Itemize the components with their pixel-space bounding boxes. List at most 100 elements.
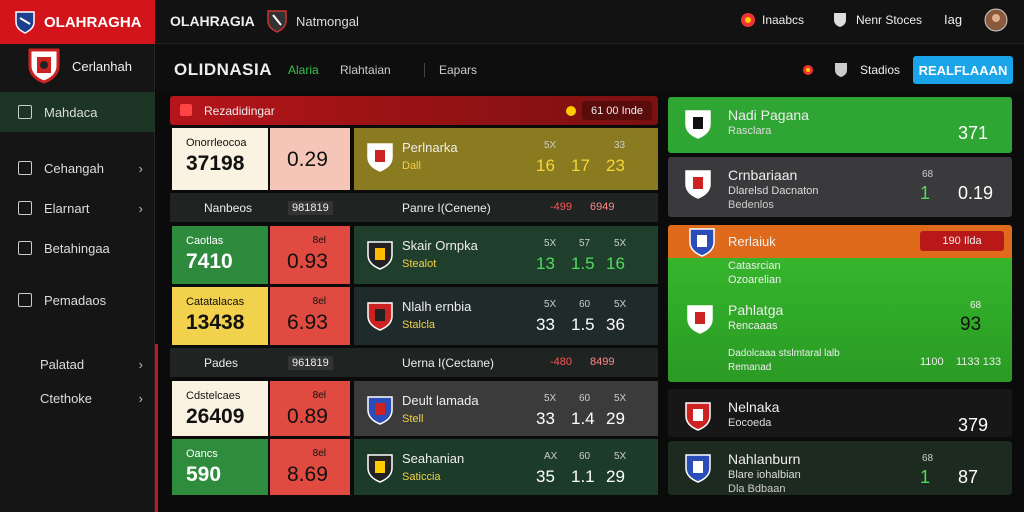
link-icon bbox=[741, 13, 755, 27]
team-logo bbox=[367, 143, 393, 172]
featured-header[interactable]: Rerlaiuk 190 Ilda bbox=[668, 225, 1012, 258]
stat-top: 68 bbox=[922, 169, 934, 180]
team-logo bbox=[687, 305, 713, 334]
link-text: Nenr Stoces bbox=[856, 13, 923, 27]
team-card[interactable]: Nahlanburn Blare iohalbian Dla Bdbaan 68 1 87 bbox=[668, 441, 1012, 495]
odds-box[interactable]: 8el 6.93 bbox=[270, 287, 350, 345]
match-row[interactable]: Deult lamada Stell 5X 33 60 1.4 5X 29 bbox=[354, 381, 658, 436]
top-link[interactable]: Nenr Stoces bbox=[832, 12, 922, 28]
stat-value: 16 bbox=[606, 254, 625, 273]
menu-label: Cehangah bbox=[44, 160, 104, 176]
team-card[interactable]: Crnbariaan Dlarelsd Dacnaton Bedenlos 68 1 0.… bbox=[668, 157, 1012, 217]
team-name: Perlnarka bbox=[402, 140, 458, 155]
language[interactable]: Iag bbox=[944, 12, 963, 27]
menu-label: Betahingaa bbox=[44, 240, 110, 256]
tab[interactable]: Alaria bbox=[288, 63, 319, 77]
league-name: Natmongal bbox=[296, 13, 359, 29]
menu-label: Elarnart bbox=[44, 200, 90, 216]
team-name: Crnbariaan bbox=[728, 167, 798, 183]
section-change: -499 bbox=[550, 201, 573, 213]
odds-value: 6.93 bbox=[287, 311, 328, 334]
icon[interactable] bbox=[834, 62, 848, 78]
stat-top: 5X bbox=[614, 238, 627, 249]
odds-box[interactable]: 0.29 bbox=[270, 128, 350, 190]
team-card[interactable]: Nadi Pagana Rasclara 371 bbox=[668, 97, 1012, 153]
brand-logo bbox=[15, 11, 35, 34]
section-total: 8499 bbox=[590, 356, 615, 368]
odds-label: 8el bbox=[312, 296, 326, 307]
site-name: OLAHRAGIA bbox=[170, 13, 255, 29]
stat-top: 5X bbox=[614, 299, 627, 310]
card-value: 7410 bbox=[186, 250, 233, 273]
action-button[interactable]: REALFLAAAN bbox=[913, 56, 1013, 84]
featured-line: Ozoarelian bbox=[728, 274, 782, 286]
team-sub: Stealot bbox=[402, 258, 437, 270]
team-sub: Dall bbox=[402, 160, 421, 172]
avatar[interactable] bbox=[984, 8, 1008, 32]
tab[interactable]: Rlahtaian bbox=[340, 63, 391, 77]
odds-box[interactable]: 8el 8.69 bbox=[270, 439, 350, 495]
stat-value: 1.1 bbox=[571, 467, 595, 486]
team-sub: Stell bbox=[402, 413, 424, 425]
chevron: › bbox=[138, 356, 143, 372]
stat-card[interactable]: Oancs 590 bbox=[172, 439, 268, 495]
brand-name: OLAHRAGHA bbox=[44, 13, 142, 31]
filter[interactable]: Stadios bbox=[860, 63, 901, 77]
featured-sub: Rencaaas bbox=[728, 320, 778, 332]
top-link[interactable]: Inaabcs bbox=[740, 12, 804, 28]
featured-team: Pahlatga bbox=[728, 302, 784, 318]
stat-card[interactable]: Caotlas 7410 bbox=[172, 226, 268, 284]
menu-item[interactable]: Betahingaa bbox=[0, 228, 155, 268]
stat-value: 36 bbox=[606, 315, 625, 334]
stat-card[interactable]: Catatalacas 13438 bbox=[172, 287, 268, 345]
stat-top: 33 bbox=[614, 140, 626, 151]
team-sub: Rasclara bbox=[728, 125, 772, 137]
menu-item[interactable]: Ctethoke › bbox=[0, 378, 155, 418]
menu-item[interactable]: Pemadaos bbox=[0, 280, 155, 320]
odds-box[interactable]: 8el 0.89 bbox=[270, 381, 350, 436]
stat-top: AX bbox=[544, 451, 558, 462]
menu-icon bbox=[18, 241, 32, 255]
team-logo bbox=[689, 228, 715, 257]
card-value: 26409 bbox=[186, 405, 245, 428]
odds-box[interactable]: 8el 0.93 bbox=[270, 226, 350, 284]
team-sub: Dla Bdbaan bbox=[728, 483, 786, 495]
stat-value: 29 bbox=[606, 467, 625, 486]
menu-label: Pemadaos bbox=[44, 292, 107, 308]
match-row[interactable]: Nlalh ernbia Stalcla 5X 33 60 1.5 5X 36 bbox=[354, 287, 658, 345]
stat-top: 68 bbox=[922, 453, 934, 464]
team-name: Nlalh ernbia bbox=[402, 299, 472, 314]
brand[interactable]: OLAHRAGHA bbox=[0, 0, 155, 44]
menu-item[interactable]: Cehangah › bbox=[0, 148, 155, 188]
team-name: Skair Ornpka bbox=[402, 238, 478, 253]
stat-card[interactable]: Onorrleocoa 37198 bbox=[172, 128, 268, 190]
featured-foot: 1100 bbox=[920, 356, 944, 368]
stat-top: 5X bbox=[544, 238, 557, 249]
team-sub: Saticcia bbox=[402, 471, 441, 483]
match-row[interactable]: Perlnarka Dall 5X 16 17 33 23 bbox=[354, 128, 658, 190]
team-logo bbox=[685, 454, 711, 483]
stat-value: 1.5 bbox=[571, 254, 595, 273]
stat-card[interactable]: Cdstelcaes 26409 bbox=[172, 381, 268, 436]
stat-top: 57 bbox=[579, 238, 591, 249]
team-sub: Dlarelsd Dacnaton bbox=[728, 185, 819, 197]
featured-foot: 1133 133 bbox=[956, 356, 1002, 368]
menu-item[interactable]: Elarnart › bbox=[0, 188, 155, 228]
stat-value: 87 bbox=[958, 467, 979, 487]
section-code: 961819 bbox=[288, 356, 333, 370]
stat-top: 60 bbox=[579, 451, 591, 462]
team-logo bbox=[367, 302, 393, 331]
match-row[interactable]: Seahanian Saticcia AX 35 60 1.1 5X 29 bbox=[354, 439, 658, 495]
stat-top: 5X bbox=[614, 451, 627, 462]
tab[interactable]: Eapars bbox=[424, 63, 477, 77]
featured-badge: 190 Ilda bbox=[920, 231, 1004, 251]
menu-item[interactable]: Palatad › bbox=[0, 344, 155, 384]
icon[interactable] bbox=[801, 63, 815, 77]
league-logo bbox=[267, 10, 287, 33]
stat-value: 1.4 bbox=[571, 409, 595, 428]
league[interactable]: Natmongal bbox=[266, 9, 359, 33]
team-card[interactable]: Nelnaka Eocoeda 379 bbox=[668, 389, 1012, 437]
menu-item[interactable]: Mahdaca bbox=[0, 92, 155, 132]
match-row[interactable]: Skair Ornpka Stealot 5X 13 57 1.5 5X 16 bbox=[354, 226, 658, 284]
section-event: Panre I(Cenene) bbox=[402, 201, 491, 215]
